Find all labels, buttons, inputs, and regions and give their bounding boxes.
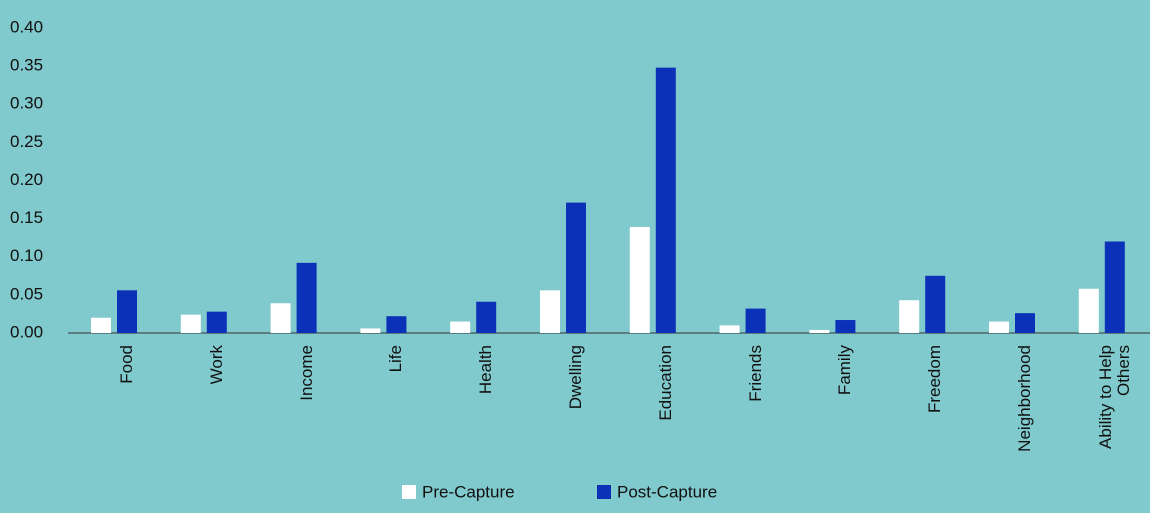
bar bbox=[117, 290, 137, 333]
bar bbox=[655, 67, 676, 334]
bar bbox=[835, 320, 856, 333]
bar bbox=[450, 321, 471, 333]
y-tick-label: 0.25 bbox=[10, 132, 43, 151]
y-tick-label: 0.40 bbox=[10, 17, 43, 36]
x-tick-label: Dwelling bbox=[566, 345, 585, 410]
bar bbox=[719, 325, 740, 333]
y-tick-label: 0.00 bbox=[10, 322, 43, 341]
x-tick-label: Freedom bbox=[925, 345, 945, 414]
x-tick-label: Education bbox=[655, 345, 675, 421]
bar bbox=[629, 227, 650, 333]
y-tick-label: 0.15 bbox=[10, 208, 43, 227]
bar bbox=[270, 303, 291, 333]
bar bbox=[989, 321, 1009, 333]
y-tick-label: 0.20 bbox=[10, 170, 43, 189]
y-tick-label: 0.30 bbox=[10, 94, 43, 113]
legend-swatch bbox=[597, 485, 611, 499]
bar bbox=[1104, 241, 1125, 333]
x-tick-label: Income bbox=[296, 345, 316, 401]
x-tick-label: Neighborhood bbox=[1015, 345, 1034, 452]
bar bbox=[180, 314, 201, 333]
bar bbox=[899, 300, 920, 333]
x-tick-label: Health bbox=[476, 345, 496, 395]
bar bbox=[386, 316, 407, 333]
bar bbox=[476, 301, 497, 333]
x-tick-label: Friends bbox=[745, 345, 765, 402]
bar bbox=[91, 317, 111, 333]
bar bbox=[1015, 313, 1035, 333]
legend-swatch bbox=[402, 485, 416, 499]
y-tick-label: 0.35 bbox=[10, 56, 43, 75]
bar bbox=[925, 275, 946, 333]
x-tick-label: Life bbox=[386, 345, 406, 373]
x-tick-label: Family bbox=[835, 345, 855, 396]
bar bbox=[745, 308, 766, 333]
y-tick-label: 0.10 bbox=[10, 246, 43, 265]
x-tick-label: Ability to Help Others bbox=[1095, 345, 1133, 449]
bar bbox=[206, 311, 227, 333]
bar bbox=[1078, 288, 1099, 333]
bar bbox=[296, 262, 317, 333]
y-tick-label: 0.05 bbox=[10, 284, 43, 303]
legend-label: Pre-Capture bbox=[422, 482, 515, 501]
bar bbox=[360, 328, 381, 333]
bar bbox=[809, 329, 830, 333]
bar bbox=[540, 290, 560, 333]
x-tick-label: Work bbox=[206, 345, 226, 385]
x-tick-label: Food bbox=[117, 345, 136, 384]
legend-label: Post-Capture bbox=[617, 482, 717, 501]
bar bbox=[566, 202, 586, 333]
